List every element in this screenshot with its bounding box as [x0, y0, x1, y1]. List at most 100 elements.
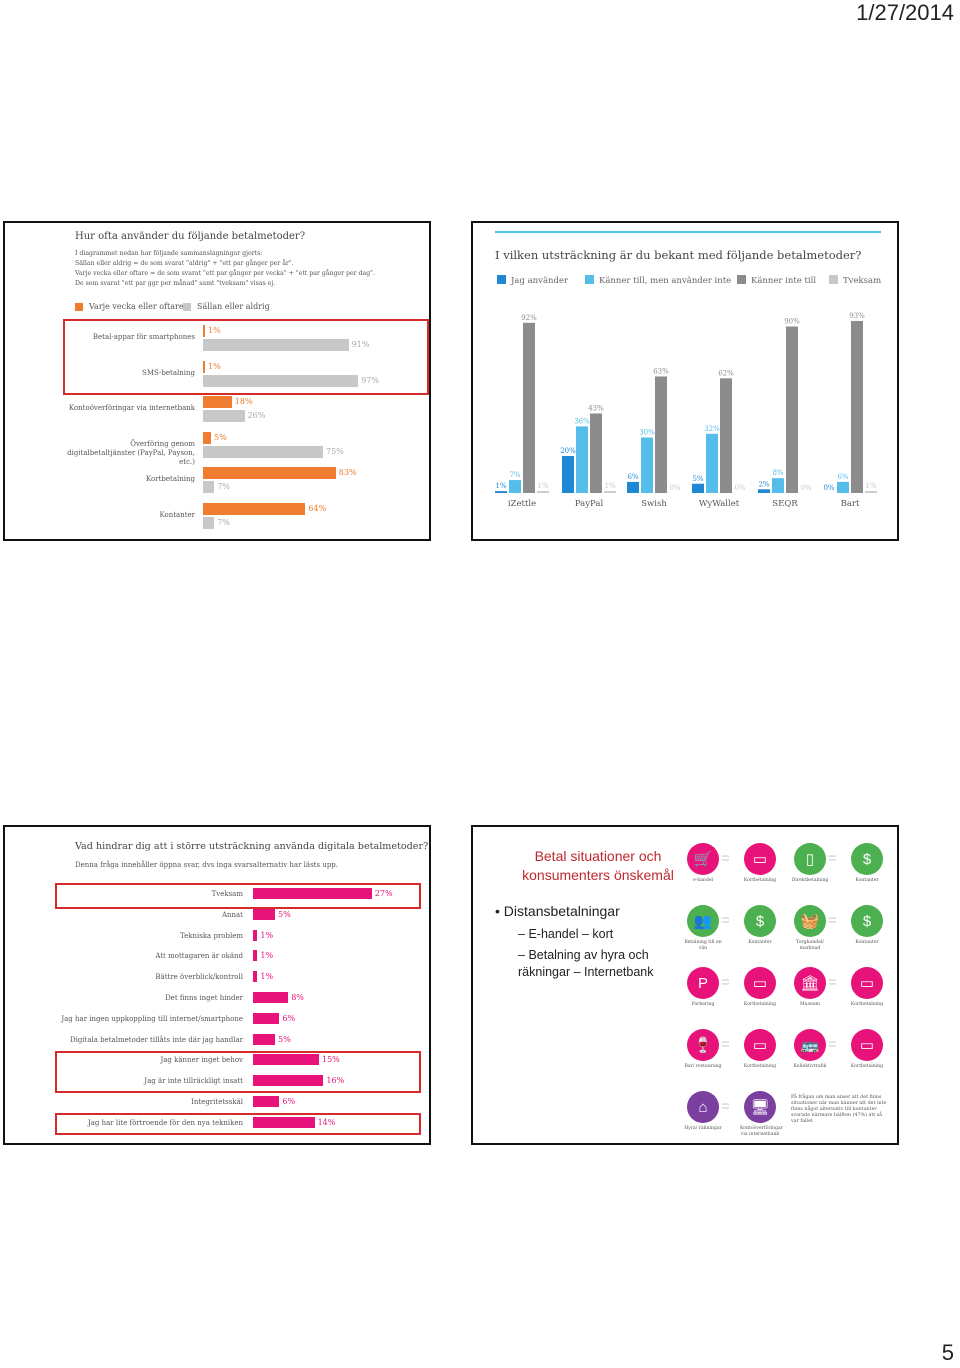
- computer-icon: 🖥: [744, 1091, 776, 1123]
- row-label: Överföring genom digitalbetaltjänster (P…: [67, 439, 195, 466]
- slide1-note: Sällan eller aldrig = de som svarat "ald…: [75, 260, 294, 267]
- icon-label: Parkering: [691, 1002, 715, 1007]
- bar-rarely: [203, 445, 323, 458]
- bar-weekly-value: 83%: [338, 468, 357, 477]
- highlight-box: [55, 1051, 421, 1093]
- card-icon: ▭: [851, 967, 883, 999]
- card-icon-cell: ▭ Kortbetalning: [847, 967, 887, 1008]
- icon-label: Kortbetalning: [743, 1002, 777, 1007]
- slide4-bullet-text: Distansbetalningar: [503, 903, 620, 919]
- slide-obstacles: Vad hindrar dig att i större utsträcknin…: [3, 825, 431, 1145]
- row-label: Tekniska problem: [179, 931, 243, 940]
- row-label: Jag är inte tillräckligt insatt: [144, 1077, 243, 1086]
- bar-value-label: 93%: [849, 312, 865, 320]
- icon-label: Hyra/ räkningar: [684, 1126, 722, 1131]
- row-label: Annat: [221, 910, 243, 919]
- bar-weekly-value: 18%: [234, 397, 253, 406]
- bar-weekly: [203, 360, 205, 373]
- category-label: WyWallet: [699, 499, 740, 509]
- slide3-title: Vad hindrar dig att i större utsträcknin…: [75, 841, 429, 852]
- bar: [253, 1096, 280, 1107]
- cash-icon-cell: $ Kontanter: [847, 905, 887, 946]
- bar-value: 14%: [317, 1117, 336, 1127]
- slide4-bullet: • Distansbetalningar: [495, 903, 620, 919]
- slide4-footnote: På frågan om man anser att det finns sit…: [791, 1095, 887, 1124]
- bar: [758, 489, 770, 493]
- bar-value: 5%: [278, 1034, 291, 1044]
- bar-weekly: [203, 502, 306, 515]
- bar: [641, 437, 653, 493]
- house-icon-cell: ⌂ Hyra/ räkningar: [683, 1091, 723, 1132]
- bar: [495, 491, 507, 493]
- glass-icon-cell: 🍷 Bar/ restaurang: [683, 1029, 723, 1070]
- bar-weekly-value: 1%: [208, 361, 221, 371]
- highlight-box: [55, 883, 421, 909]
- slide1-note: I diagrammet nedan har följande sammansl…: [75, 250, 263, 257]
- bar-value-label: 62%: [718, 369, 734, 377]
- bar-value-label: 90%: [784, 318, 800, 326]
- bar: [562, 456, 574, 493]
- slide4-subbullet-text: Betalning av hyra och räkningar – Intern…: [518, 948, 654, 979]
- icon-label: Kortbetalning: [743, 1064, 777, 1069]
- bar-value-label: 7%: [509, 471, 520, 479]
- slide1-note: De som svarat "ett par ggr per månad" sa…: [75, 280, 276, 287]
- bar-weekly: [203, 396, 232, 408]
- computer-icon-cell: 🖥 Kontoöverföringar via internetbank: [740, 1091, 783, 1137]
- bar-value-label: 0%: [669, 484, 680, 492]
- slide2-title: I vilken utsträckning är du bekant med f…: [495, 248, 861, 262]
- bar-value-label: 43%: [588, 404, 604, 412]
- card-icon: ▭: [744, 843, 776, 875]
- bar-value-label: 1%: [537, 482, 548, 490]
- bar-rarely: [203, 339, 349, 351]
- row-label: Digitala betalmetoder tillåts inte där j…: [69, 1035, 243, 1044]
- legend-label-rarely: Sällan eller aldrig: [197, 302, 270, 311]
- icon-label: Betalning till en vän: [684, 940, 722, 951]
- glass-icon: 🍷: [687, 1029, 719, 1061]
- slide1-note: Varje vecka eller oftare = de som svarat…: [75, 270, 375, 277]
- row-label: Kontoöverföringar via internetbank: [68, 404, 195, 412]
- slide4-subbullet: – Betalning av hyra och räkningar – Inte…: [518, 948, 654, 979]
- bar-weekly-value: 64%: [308, 503, 327, 513]
- legend-swatch: [737, 275, 746, 284]
- bar-weekly: [203, 431, 211, 444]
- row-label: Integritetsskäl: [191, 1098, 243, 1106]
- card-icon-cell: ▭ Kortbetalning: [847, 1029, 887, 1070]
- equals-sign: =: [828, 974, 837, 991]
- date: 1/27/2014: [856, 0, 954, 25]
- legend-swatch-weekly: [75, 303, 83, 311]
- bar: [253, 1033, 275, 1045]
- page-number: 5: [941, 1340, 954, 1365]
- legend-label: Tveksam: [843, 276, 881, 286]
- category-label: Swish: [641, 499, 667, 509]
- parking-icon-cell: P Parkering: [683, 967, 723, 1008]
- bar-rarely-value: 7%: [217, 482, 230, 491]
- slide4-subbullet-text: E-handel – kort: [528, 927, 614, 941]
- bar: [692, 483, 704, 493]
- bar: [523, 322, 535, 493]
- bar-rarely: [203, 516, 215, 529]
- bar-value: 5%: [278, 909, 291, 919]
- slide2-chart: I vilken utsträckning är du bekant med f…: [495, 231, 881, 509]
- equals-sign: =: [721, 1098, 730, 1115]
- card-icon-cell: ▭ Kortbetalning: [740, 843, 780, 884]
- slide4-title: Betal situationer och konsumenters önske…: [522, 848, 674, 883]
- row-label: Kortbetalning: [146, 475, 195, 483]
- bar: [509, 480, 521, 493]
- bar-value: 6%: [282, 1097, 296, 1106]
- bus-icon-cell: 🚌 Kollektivtrafik: [790, 1029, 830, 1070]
- bar-value-label: 20%: [560, 447, 576, 455]
- bar-value-label: 1%: [495, 482, 506, 490]
- row-label: Bättre överblick/kontroll: [155, 973, 243, 982]
- bar-value-label: 1%: [604, 482, 615, 490]
- bar-rarely-value: 75%: [326, 446, 344, 456]
- bar: [720, 378, 732, 493]
- icon-label: e-handel: [692, 878, 714, 883]
- icon-label: Kollektivtrafik: [793, 1064, 827, 1069]
- category-label: Bart: [841, 499, 860, 509]
- bar-value: 15%: [322, 1055, 340, 1065]
- bar-rarely: [203, 374, 359, 387]
- equals-sign: =: [721, 850, 730, 867]
- bar: [253, 992, 289, 1003]
- museum-icon-cell: 🏛 Museum: [790, 967, 830, 1008]
- icon-label: Kortbetalning: [850, 1002, 884, 1007]
